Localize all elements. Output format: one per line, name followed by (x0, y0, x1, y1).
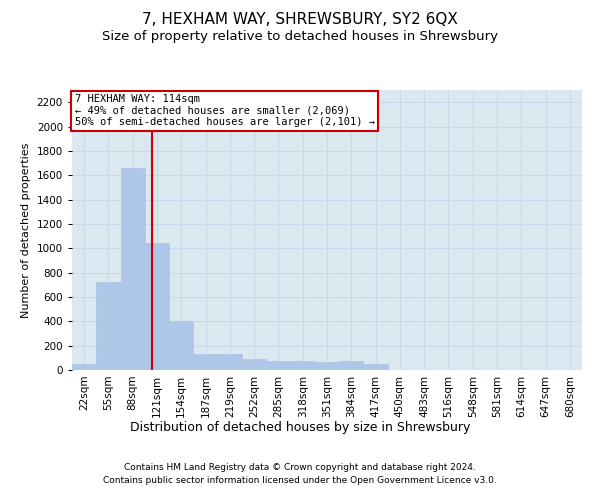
Bar (364, 364, 388, 370)
Text: Contains public sector information licensed under the Open Government Licence v3: Contains public sector information licen… (103, 476, 497, 485)
Text: Size of property relative to detached houses in Shrewsbury: Size of property relative to detached ho… (102, 30, 498, 43)
Bar (121, 168, 145, 370)
Bar (193, 354, 218, 370)
Bar (266, 361, 290, 370)
Bar (315, 362, 339, 370)
Bar (218, 354, 242, 370)
Text: Distribution of detached houses by size in Shrewsbury: Distribution of detached houses by size … (130, 421, 470, 434)
Text: 7 HEXHAM WAY: 114sqm
← 49% of detached houses are smaller (2,069)
50% of semi-de: 7 HEXHAM WAY: 114sqm ← 49% of detached h… (74, 94, 374, 128)
Bar (145, 244, 169, 370)
Y-axis label: Number of detached properties: Number of detached properties (21, 142, 31, 318)
Bar (169, 322, 193, 370)
Bar (339, 362, 364, 370)
Bar (290, 362, 315, 370)
Bar (242, 359, 266, 370)
Text: Contains HM Land Registry data © Crown copyright and database right 2024.: Contains HM Land Registry data © Crown c… (124, 464, 476, 472)
Text: 7, HEXHAM WAY, SHREWSBURY, SY2 6QX: 7, HEXHAM WAY, SHREWSBURY, SY2 6QX (142, 12, 458, 28)
Bar (96, 282, 121, 370)
Bar (72, 364, 96, 370)
